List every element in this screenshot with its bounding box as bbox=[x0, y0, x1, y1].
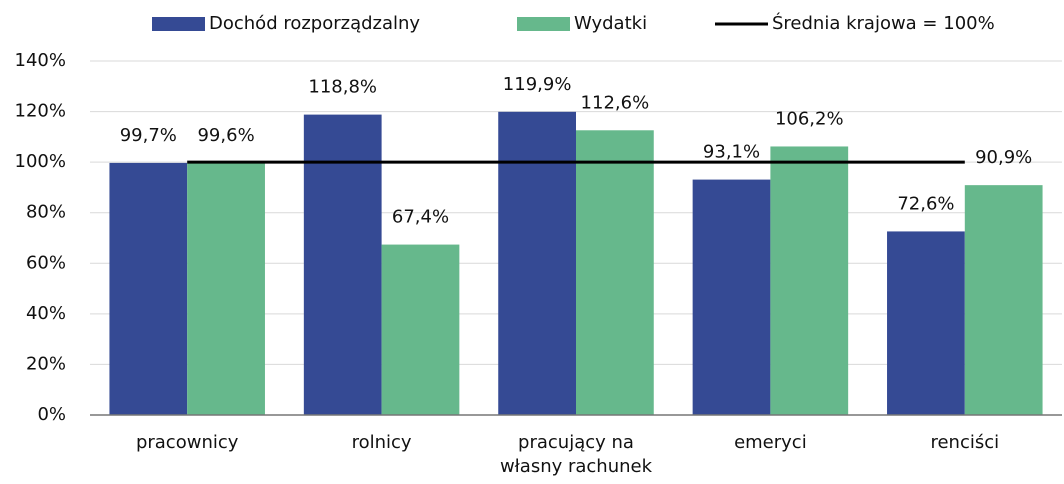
data-label: 72,6% bbox=[897, 193, 954, 214]
bar bbox=[576, 130, 654, 416]
y-tick-label: 120% bbox=[15, 101, 66, 122]
y-tick-label: 100% bbox=[15, 151, 66, 172]
x-tick-label: pracownicy bbox=[135, 432, 239, 453]
bar bbox=[303, 114, 382, 415]
data-label: 112,6% bbox=[581, 92, 650, 113]
bar bbox=[381, 244, 460, 415]
bar bbox=[498, 111, 576, 416]
data-label: 99,7% bbox=[120, 125, 177, 146]
x-tick-label: pracujący na własny rachunek bbox=[499, 432, 653, 477]
data-label: 106,2% bbox=[775, 108, 844, 129]
y-tick-label: 0% bbox=[37, 404, 66, 425]
data-label: 93,1% bbox=[703, 142, 760, 163]
x-tick-label: rolnicy bbox=[351, 432, 412, 453]
bar bbox=[887, 231, 965, 415]
bar bbox=[187, 163, 265, 415]
legend-label: Dochód rozporządzalny bbox=[209, 13, 420, 34]
x-tick-label: renciści bbox=[930, 432, 1000, 453]
y-tick-label: 60% bbox=[26, 252, 66, 273]
legend-label: Wydatki bbox=[574, 13, 647, 34]
y-tick-label: 80% bbox=[26, 202, 66, 223]
data-label: 90,9% bbox=[975, 147, 1032, 168]
y-tick-label: 40% bbox=[26, 303, 66, 324]
x-tick-label: emeryci bbox=[734, 432, 807, 453]
legend-label: Średnia krajowa = 100% bbox=[772, 12, 995, 34]
legend-swatch bbox=[152, 17, 205, 31]
y-tick-label: 20% bbox=[26, 353, 66, 374]
data-label: 119,9% bbox=[503, 74, 572, 95]
bar bbox=[964, 185, 1043, 415]
bar bbox=[109, 162, 188, 415]
data-label: 67,4% bbox=[392, 207, 449, 228]
bar bbox=[692, 179, 771, 415]
data-label: 99,6% bbox=[197, 125, 254, 146]
data-label: 118,8% bbox=[308, 77, 377, 98]
y-tick-label: 140% bbox=[15, 50, 66, 71]
bar bbox=[770, 146, 849, 416]
legend-swatch bbox=[517, 17, 570, 31]
